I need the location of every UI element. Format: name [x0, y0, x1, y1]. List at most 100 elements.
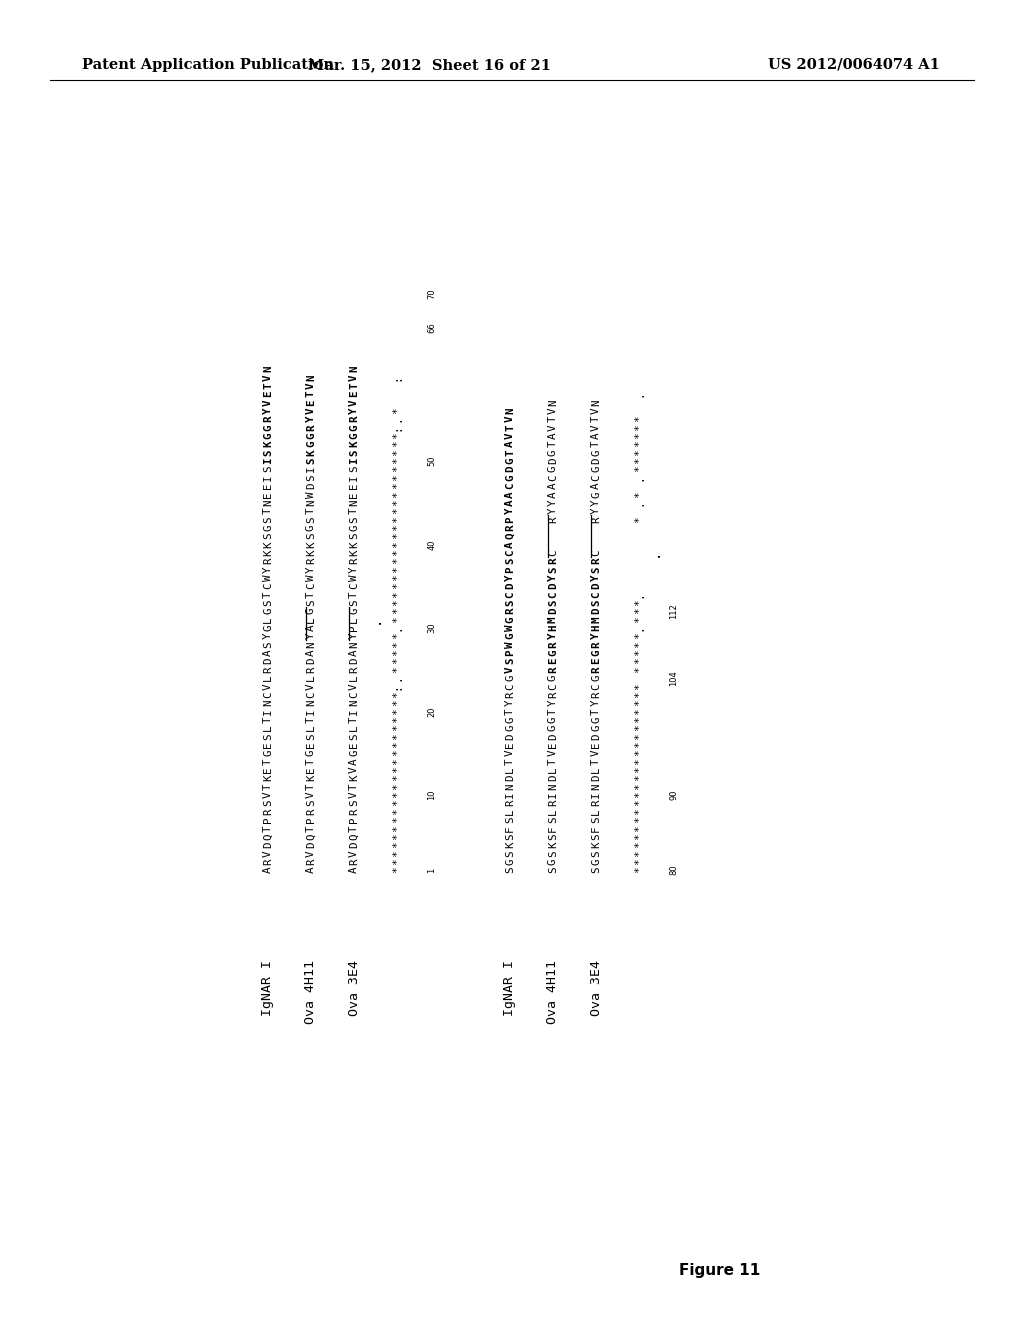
Text: A: A	[263, 867, 273, 874]
Text: G: G	[349, 433, 359, 440]
Text: *: *	[392, 591, 402, 598]
Text: Q: Q	[306, 833, 316, 840]
Text: Y: Y	[263, 634, 273, 639]
Text: L: L	[548, 808, 558, 814]
Text: W: W	[306, 491, 316, 498]
Text: V: V	[349, 682, 359, 689]
Text: IgNAR I: IgNAR I	[504, 960, 516, 1016]
Text: D: D	[591, 609, 601, 614]
Text: T: T	[548, 441, 558, 447]
Text: R: R	[306, 558, 316, 565]
Text: R: R	[591, 692, 601, 698]
Text: K: K	[306, 549, 316, 556]
Text: T: T	[263, 758, 273, 764]
Text: S: S	[349, 599, 359, 606]
Text: R: R	[349, 558, 359, 565]
Text: 112: 112	[670, 603, 679, 619]
Text: A: A	[591, 483, 601, 490]
Text: S: S	[306, 800, 316, 807]
Text: *: *	[634, 842, 644, 849]
Text: T: T	[306, 391, 316, 397]
Text: *: *	[392, 408, 402, 414]
Text: *: *	[392, 499, 402, 506]
Text: N: N	[306, 700, 316, 706]
Text: C: C	[306, 583, 316, 589]
Text: E: E	[263, 742, 273, 748]
Text: 70: 70	[427, 289, 436, 300]
Text: I: I	[548, 792, 558, 799]
Text: G: G	[505, 725, 515, 731]
Text: *: *	[392, 433, 402, 440]
Text: Figure 11: Figure 11	[679, 1262, 761, 1278]
Text: G: G	[548, 675, 558, 681]
Text: D: D	[349, 657, 359, 664]
Text: *: *	[634, 850, 644, 857]
Text: Ova 3E4: Ova 3E4	[590, 960, 602, 1016]
Text: Y: Y	[548, 499, 558, 506]
Text: R: R	[591, 558, 601, 565]
Text: 104: 104	[670, 671, 679, 686]
Text: D: D	[591, 775, 601, 781]
Text: G: G	[263, 750, 273, 756]
Text: *: *	[634, 449, 644, 455]
Text: E: E	[548, 742, 558, 748]
Text: C: C	[505, 549, 515, 556]
Text: K: K	[263, 549, 273, 556]
Text: Y: Y	[591, 574, 601, 581]
Text: *: *	[392, 750, 402, 756]
Text: R: R	[548, 800, 558, 807]
Text: *: *	[634, 433, 644, 440]
Text: T: T	[349, 508, 359, 515]
Text: D: D	[263, 657, 273, 664]
Text: S: S	[349, 466, 359, 473]
Text: N: N	[306, 642, 316, 648]
Text: S: S	[306, 458, 316, 465]
Text: *: *	[392, 667, 402, 673]
Text: *: *	[392, 458, 402, 465]
Text: *: *	[634, 466, 644, 473]
Text: C: C	[591, 549, 601, 556]
Text: L: L	[306, 725, 316, 731]
Text: V: V	[349, 767, 359, 774]
Text: *: *	[392, 808, 402, 814]
Text: *: *	[392, 733, 402, 739]
Text: V: V	[591, 408, 601, 414]
Text: T: T	[306, 591, 316, 598]
Text: K: K	[306, 449, 316, 455]
Text: D: D	[306, 842, 316, 849]
Text: *: *	[392, 717, 402, 723]
Text: V: V	[306, 792, 316, 799]
Text: *: *	[392, 599, 402, 606]
Text: C: C	[591, 682, 601, 689]
Text: T: T	[505, 758, 515, 764]
Text: *: *	[634, 649, 644, 656]
Text: C: C	[591, 474, 601, 480]
Text: P: P	[263, 817, 273, 824]
Text: K: K	[349, 775, 359, 781]
Text: A: A	[548, 483, 558, 490]
Text: *: *	[392, 858, 402, 865]
Text: R: R	[306, 424, 316, 430]
Text: R: R	[591, 800, 601, 807]
Text: A: A	[505, 541, 515, 548]
Text: *: *	[392, 817, 402, 824]
Text: I: I	[263, 474, 273, 480]
Text: N: N	[263, 366, 273, 372]
Text: S: S	[349, 800, 359, 807]
Text: :: :	[392, 424, 402, 430]
Text: G: G	[505, 458, 515, 465]
Text: *: *	[634, 616, 644, 623]
Text: G: G	[349, 750, 359, 756]
Text: Q: Q	[349, 833, 359, 840]
Text: R: R	[548, 642, 558, 648]
Text: *: *	[392, 558, 402, 565]
Text: *: *	[634, 742, 644, 748]
Text: Y: Y	[306, 566, 316, 573]
Text: S: S	[263, 642, 273, 648]
Text: Mar. 15, 2012  Sheet 16 of 21: Mar. 15, 2012 Sheet 16 of 21	[308, 58, 552, 73]
Text: T: T	[263, 783, 273, 789]
Text: 50: 50	[427, 455, 436, 466]
Text: A: A	[591, 433, 601, 440]
Text: N: N	[263, 499, 273, 506]
Text: V: V	[263, 374, 273, 380]
